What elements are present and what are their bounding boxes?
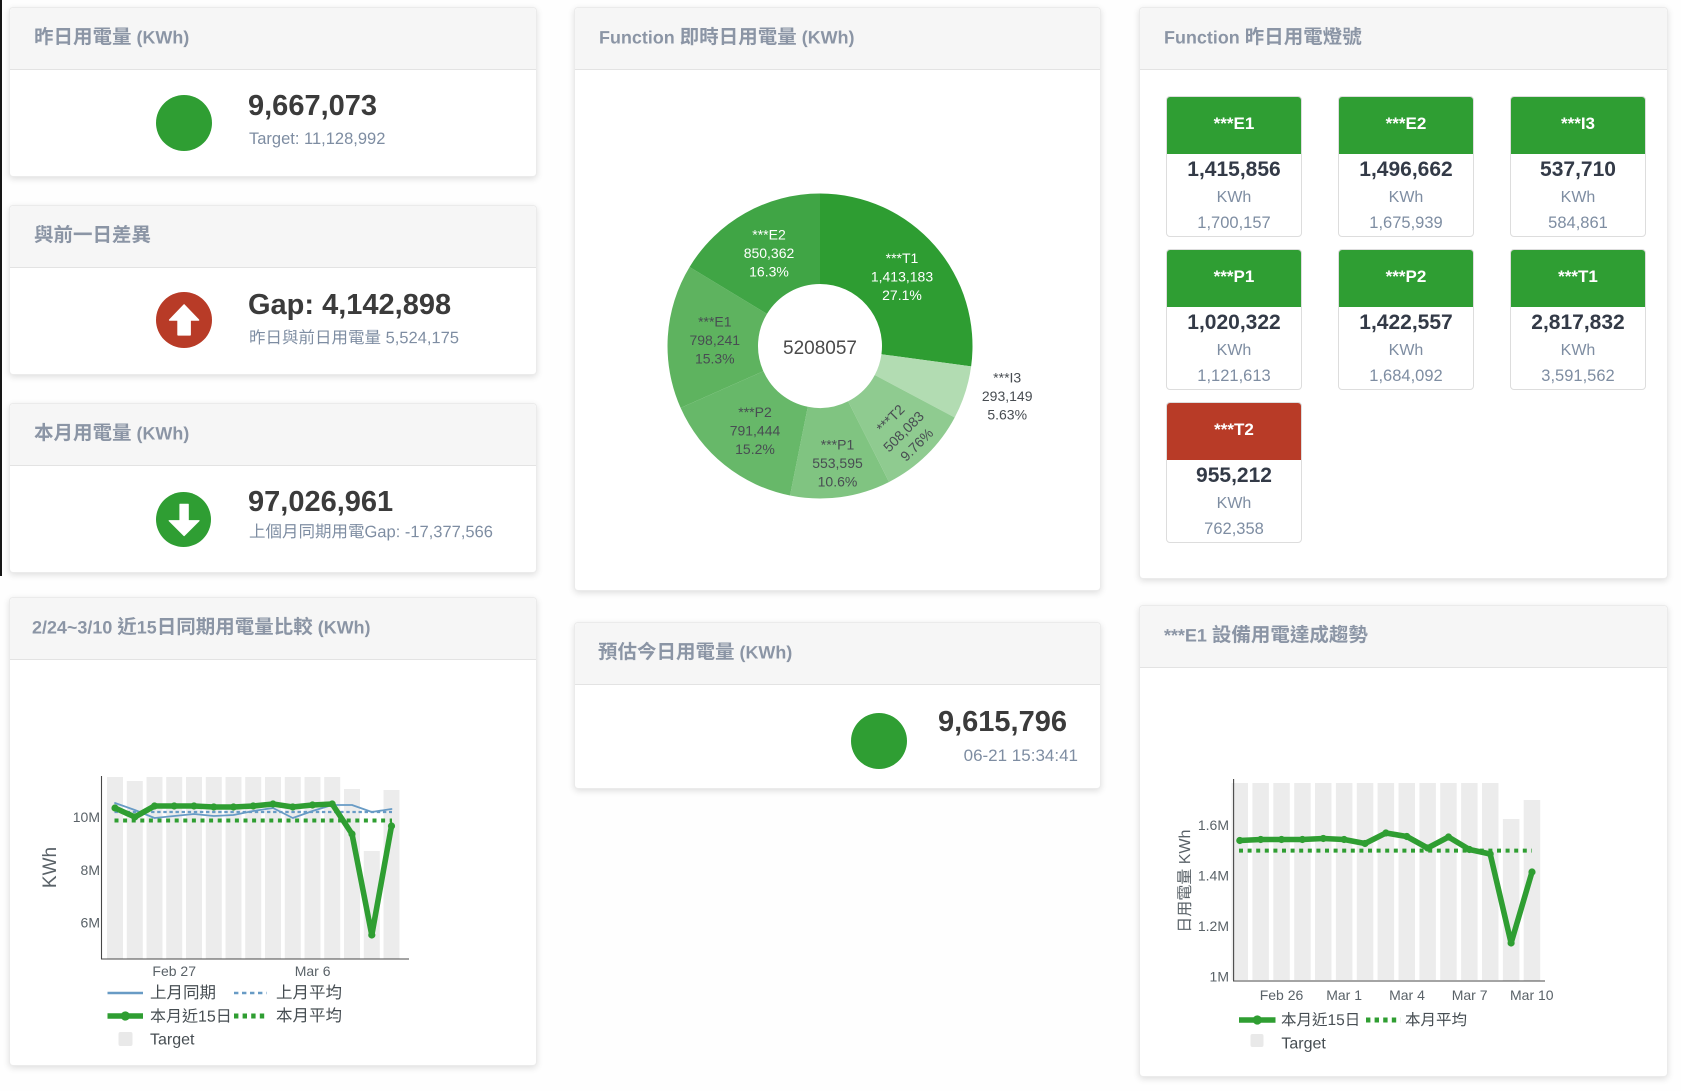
svg-text:798,241: 798,241 bbox=[689, 332, 740, 348]
svg-text:Feb 27: Feb 27 bbox=[152, 963, 196, 979]
svg-text:1,413,183: 1,413,183 bbox=[871, 269, 933, 285]
svg-text:791,444: 791,444 bbox=[730, 423, 781, 439]
svg-text:***P2: ***P2 bbox=[738, 404, 772, 420]
svg-text:Feb 26: Feb 26 bbox=[1260, 987, 1304, 1003]
svg-text:Mar 10: Mar 10 bbox=[1510, 987, 1554, 1003]
svg-text:KWh: KWh bbox=[40, 847, 61, 888]
svg-text:10.6%: 10.6% bbox=[818, 474, 858, 490]
svg-text:Mar 4: Mar 4 bbox=[1389, 987, 1425, 1003]
svg-text:27.1%: 27.1% bbox=[882, 287, 922, 303]
svg-text:***I3: ***I3 bbox=[993, 370, 1021, 386]
svg-text:1M: 1M bbox=[1210, 969, 1229, 985]
svg-text:5.63%: 5.63% bbox=[987, 406, 1027, 422]
svg-text:Target: Target bbox=[1281, 1036, 1326, 1053]
svg-text:***T1: ***T1 bbox=[886, 250, 919, 266]
svg-text:8M: 8M bbox=[81, 862, 100, 878]
svg-text:***E2: ***E2 bbox=[752, 227, 786, 243]
svg-text:Mar 6: Mar 6 bbox=[295, 963, 331, 979]
svg-text:Mar 1: Mar 1 bbox=[1326, 987, 1362, 1003]
svg-text:1.2M: 1.2M bbox=[1198, 918, 1229, 934]
svg-text:Target: Target bbox=[150, 1032, 195, 1049]
svg-text:Mar 7: Mar 7 bbox=[1452, 987, 1488, 1003]
svg-text:553,595: 553,595 bbox=[812, 455, 863, 471]
svg-text:1.6M: 1.6M bbox=[1198, 817, 1229, 833]
svg-text:15.2%: 15.2% bbox=[735, 441, 775, 457]
svg-text:15.3%: 15.3% bbox=[695, 350, 735, 366]
svg-text:***P1: ***P1 bbox=[821, 437, 855, 453]
svg-text:5208057: 5208057 bbox=[783, 338, 857, 359]
svg-text:1.4M: 1.4M bbox=[1198, 868, 1229, 884]
svg-text:10M: 10M bbox=[73, 809, 100, 825]
svg-text:16.3%: 16.3% bbox=[749, 264, 789, 280]
svg-text:293,149: 293,149 bbox=[982, 388, 1033, 404]
svg-text:850,362: 850,362 bbox=[744, 245, 795, 261]
svg-text:6M: 6M bbox=[81, 915, 100, 931]
svg-text:***E1: ***E1 bbox=[698, 313, 732, 329]
